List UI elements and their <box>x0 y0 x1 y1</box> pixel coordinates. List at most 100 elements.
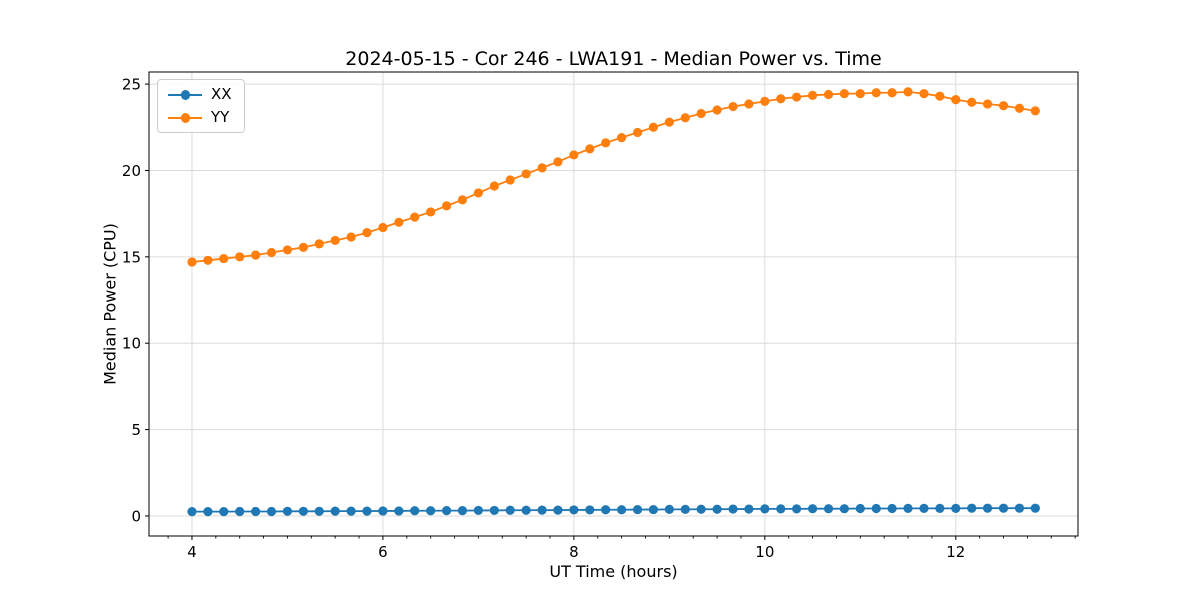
data-point-xx <box>664 504 674 514</box>
y-tick-label: 5 <box>131 421 141 439</box>
x-tick-label: 6 <box>378 543 388 561</box>
data-point-xx <box>569 505 579 515</box>
data-point-xx <box>632 504 643 515</box>
data-point-xx <box>330 506 340 516</box>
data-point-xx <box>887 503 897 514</box>
data-point-xx <box>203 507 213 517</box>
data-point-yy <box>967 97 977 107</box>
data-point-xx <box>378 506 388 516</box>
data-point-yy <box>457 195 468 205</box>
data-point-yy <box>187 257 197 267</box>
data-point-yy <box>1030 106 1040 116</box>
legend-item-xx: XX <box>168 86 232 103</box>
data-point-yy <box>282 245 293 255</box>
data-point-yy <box>648 122 659 132</box>
data-point-xx <box>314 506 324 516</box>
data-point-xx <box>266 506 277 517</box>
data-point-xx <box>473 505 483 516</box>
data-point-yy <box>394 217 404 227</box>
data-point-yy <box>330 235 340 246</box>
data-point-xx <box>426 506 436 516</box>
data-point-xx <box>728 504 738 514</box>
x-axis-label: UT Time (hours) <box>549 562 678 581</box>
data-point-yy <box>203 255 213 265</box>
data-point-xx <box>489 505 499 516</box>
data-point-yy <box>1014 103 1025 113</box>
data-point-yy <box>378 222 388 233</box>
data-point-yy <box>298 242 308 252</box>
data-point-yy <box>442 201 452 211</box>
data-point-xx <box>998 503 1009 513</box>
data-point-yy <box>919 88 929 99</box>
legend-label-xx: XX <box>211 85 232 103</box>
data-point-xx <box>553 505 563 515</box>
data-point-xx <box>251 506 261 517</box>
x-tick-label: 10 <box>755 543 774 561</box>
data-point-xx <box>457 506 468 516</box>
data-point-yy <box>601 138 611 148</box>
data-point-yy <box>410 212 420 222</box>
data-point-xx <box>839 504 849 514</box>
data-point-xx <box>298 506 308 516</box>
data-point-yy <box>935 91 945 101</box>
legend: XX YY <box>157 79 245 133</box>
data-point-yy <box>903 87 913 97</box>
data-point-yy <box>235 252 245 262</box>
data-point-yy <box>871 88 881 98</box>
data-point-xx <box>219 507 229 517</box>
data-point-yy <box>951 95 961 105</box>
data-point-xx <box>235 506 245 517</box>
data-point-yy <box>728 101 738 112</box>
data-point-yy <box>855 88 865 99</box>
data-point-yy <box>632 127 643 138</box>
data-point-xx <box>648 504 659 515</box>
data-point-xx <box>935 503 945 513</box>
data-point-yy <box>680 113 690 123</box>
data-point-xx <box>394 506 404 516</box>
legend-item-yy: YY <box>168 109 232 126</box>
legend-dot-sample <box>180 90 190 100</box>
data-point-yy <box>998 101 1009 111</box>
data-point-xx <box>601 505 611 515</box>
data-point-yy <box>426 207 436 217</box>
data-point-yy <box>346 232 356 242</box>
data-point-xx <box>537 505 547 515</box>
data-point-yy <box>505 175 515 185</box>
data-point-yy <box>776 94 786 104</box>
data-point-yy <box>219 253 229 264</box>
x-tick-label: 12 <box>946 543 965 561</box>
data-point-yy <box>823 89 834 100</box>
data-point-yy <box>362 228 372 238</box>
data-point-xx <box>855 503 865 514</box>
data-point-xx <box>1030 503 1040 513</box>
y-tick-label: 25 <box>122 76 141 94</box>
data-point-xx <box>505 505 515 515</box>
data-point-yy <box>489 181 499 191</box>
legend-line-marker-icon <box>168 86 202 103</box>
y-tick-label: 15 <box>122 248 141 266</box>
data-point-yy <box>760 96 770 106</box>
y-tick-label: 0 <box>131 507 141 525</box>
data-point-xx <box>776 504 786 514</box>
data-point-yy <box>712 105 722 115</box>
data-point-yy <box>251 250 261 260</box>
data-point-xx <box>951 503 961 513</box>
data-point-xx <box>919 503 929 513</box>
data-point-yy <box>792 92 802 102</box>
data-point-yy <box>537 163 547 173</box>
data-point-xx <box>696 504 706 514</box>
data-point-yy <box>807 90 818 100</box>
data-point-xx <box>362 506 372 516</box>
x-tick-label: 8 <box>569 543 579 561</box>
series-line-yy <box>191 90 1036 263</box>
data-point-xx <box>1014 503 1025 513</box>
data-point-xx <box>871 503 881 514</box>
data-point-yy <box>617 133 627 143</box>
data-point-xx <box>792 504 802 514</box>
data-point-xx <box>744 504 754 514</box>
data-point-yy <box>473 188 483 198</box>
data-point-xx <box>617 505 627 515</box>
y-axis-label: Median Power (CPU) <box>100 223 120 385</box>
